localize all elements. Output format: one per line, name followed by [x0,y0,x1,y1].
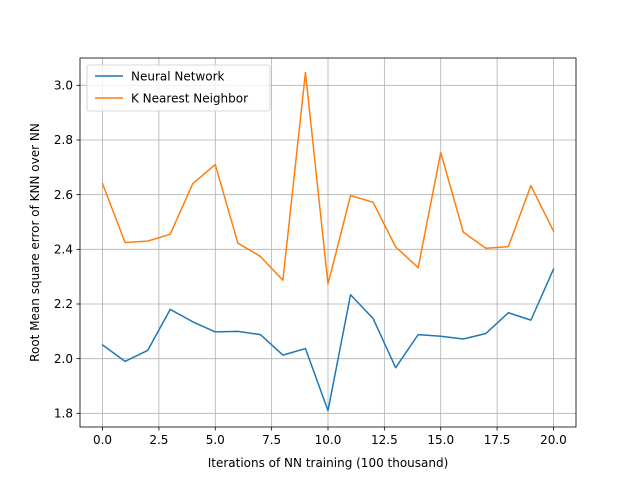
y-tick-label: 2.8 [54,133,73,147]
series-line-k-nearest-neighbor [101,71,555,285]
x-tick-label: 7.5 [262,433,281,447]
legend-label-neural-network: Neural Network [131,70,225,84]
x-tick-label: 0.0 [93,433,112,447]
grid [80,58,576,427]
x-tick-label: 20.0 [540,433,567,447]
x-tick-label: 5.0 [206,433,225,447]
x-tick-label: 17.5 [484,433,511,447]
y-tick-label: 1.8 [54,407,73,421]
y-tick-label: 2.4 [54,243,73,257]
x-tick-label: 12.5 [371,433,398,447]
series-lines [101,71,555,412]
x-axis-label: Iterations of NN training (100 thousand) [208,456,449,470]
x-tick-label: 2.5 [149,433,168,447]
x-tick-label: 15.0 [427,433,454,447]
x-tick-label: 10.0 [315,433,342,447]
legend: Neural Network K Nearest Neighbor [86,64,271,112]
y-tick-label: 2.0 [54,352,73,366]
y-axis-ticks: 1.8 2.0 2.2 2.4 2.6 2.8 3.0 [54,79,80,421]
series-line-neural-network [101,268,555,412]
y-axis-label: Root Mean square error of KNN over NN [28,123,42,362]
y-tick-label: 3.0 [54,79,73,93]
y-tick-label: 2.2 [54,297,73,311]
legend-box [86,64,271,112]
legend-label-k-nearest-neighbor: K Nearest Neighbor [131,92,248,106]
x-axis-ticks: 0.0 2.5 5.0 7.5 10.0 12.5 15.0 17.5 20.0 [93,427,567,447]
y-tick-label: 2.6 [54,188,73,202]
